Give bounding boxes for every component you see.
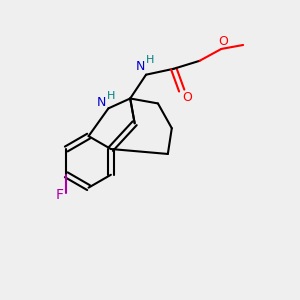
Text: H: H [107,91,116,100]
Text: O: O [218,34,228,47]
Text: O: O [183,91,193,104]
Text: N: N [97,96,106,109]
Text: N: N [135,60,145,73]
Text: H: H [146,55,154,65]
Text: F: F [55,188,63,202]
